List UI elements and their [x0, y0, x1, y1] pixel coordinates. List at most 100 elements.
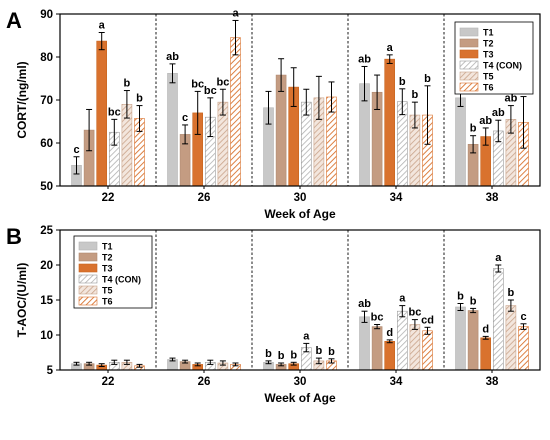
x-tick-label: 22	[102, 192, 115, 204]
bar	[384, 58, 396, 187]
legend-label: T5	[102, 286, 113, 296]
x-axis-label: Week of Age	[264, 207, 336, 221]
bar	[230, 37, 241, 187]
significance-label: b	[457, 291, 464, 303]
legend-label: T3	[483, 50, 494, 60]
significance-label: b	[470, 295, 477, 307]
significance-label: b	[399, 76, 406, 88]
panel-letter: B	[6, 224, 22, 249]
significance-label: cd	[421, 314, 434, 326]
significance-label: b	[424, 73, 431, 85]
bar	[480, 337, 492, 371]
significance-label: ab	[479, 115, 492, 127]
legend-label: T1	[483, 28, 494, 38]
y-tick-label: 15	[40, 295, 53, 307]
significance-label: bc	[371, 312, 384, 324]
bar	[505, 305, 517, 371]
legend-label: T3	[102, 264, 113, 274]
x-tick-label: 30	[294, 192, 307, 204]
significance-label: bc	[191, 78, 204, 90]
significance-label: b	[316, 345, 323, 357]
significance-label: b	[265, 348, 272, 360]
y-tick-label: 10	[40, 330, 53, 342]
significance-label: a	[99, 19, 106, 31]
legend-swatch	[78, 285, 98, 295]
y-axis-label: T-AOC/(U/ml)	[15, 263, 29, 338]
legend-label: T4 (CON)	[483, 61, 522, 71]
legend-swatch	[459, 60, 479, 70]
significance-label: ab	[166, 51, 179, 63]
legend-swatch	[459, 82, 479, 92]
x-tick-label: 34	[390, 192, 403, 204]
significance-label: b	[124, 78, 131, 90]
bar	[167, 73, 178, 187]
legend-label: T6	[102, 297, 113, 307]
y-tick-label: 70	[40, 95, 53, 107]
significance-label: b	[278, 350, 285, 362]
significance-label: bc	[108, 106, 121, 118]
significance-label: ab	[358, 298, 371, 310]
bar	[371, 326, 383, 371]
bar	[96, 40, 107, 187]
x-tick-label: 26	[198, 192, 211, 204]
x-tick-label: 38	[486, 376, 499, 388]
significance-label: b	[136, 93, 143, 105]
bar	[396, 310, 408, 371]
y-tick-label: 20	[40, 260, 53, 272]
y-tick-label: 90	[40, 9, 53, 21]
x-tick-label: 34	[390, 376, 403, 388]
bar	[518, 326, 529, 371]
bar	[384, 340, 396, 371]
panel-letter: A	[6, 8, 22, 33]
legend-swatch	[78, 296, 98, 306]
x-tick-label: 26	[198, 376, 211, 388]
significance-label: a	[303, 330, 310, 342]
bar	[422, 330, 433, 371]
y-tick-label: 50	[40, 181, 53, 193]
significance-label: c	[520, 311, 526, 323]
significance-label: b	[508, 287, 515, 299]
legend-swatch	[459, 27, 479, 37]
significance-label: a	[387, 42, 394, 54]
legend-swatch	[78, 274, 98, 284]
legend-swatch	[459, 49, 479, 59]
significance-label: ab	[504, 93, 517, 105]
legend-swatch	[78, 252, 98, 262]
y-tick-label: 5	[47, 365, 54, 377]
significance-label: b	[470, 123, 477, 135]
legend-label: T4 (CON)	[102, 275, 141, 285]
significance-label: b	[328, 346, 335, 358]
legend-label: T6	[483, 83, 494, 93]
legend-label: T2	[483, 39, 494, 49]
legend-label: T5	[483, 72, 494, 82]
legend-label: T1	[102, 242, 113, 252]
y-tick-label: 25	[40, 225, 53, 237]
legend-label: T2	[102, 253, 113, 263]
significance-label: c	[73, 144, 79, 156]
significance-label: d	[482, 323, 489, 335]
bar	[455, 97, 466, 187]
significance-label: ab	[358, 53, 371, 65]
x-tick-label: 22	[102, 376, 115, 388]
bar	[467, 310, 479, 371]
panel-a-chart: Acababacbabcaabbcbcbabbbcbabbabb50607080…	[6, 7, 541, 221]
legend-swatch	[78, 241, 98, 251]
x-tick-label: 30	[294, 376, 307, 388]
significance-label: b	[412, 89, 419, 101]
significance-label: b	[290, 349, 297, 361]
significance-label: d	[386, 327, 393, 339]
significance-label: bc	[216, 76, 229, 88]
bar	[455, 306, 466, 371]
legend-swatch	[459, 38, 479, 48]
significance-label: a	[495, 252, 502, 264]
legend-swatch	[459, 71, 479, 81]
y-axis-label: CORT/(ng/ml)	[15, 61, 29, 138]
bar	[359, 316, 370, 371]
significance-label: c	[182, 112, 188, 124]
y-tick-label: 80	[40, 52, 53, 64]
significance-label: a	[399, 293, 406, 305]
